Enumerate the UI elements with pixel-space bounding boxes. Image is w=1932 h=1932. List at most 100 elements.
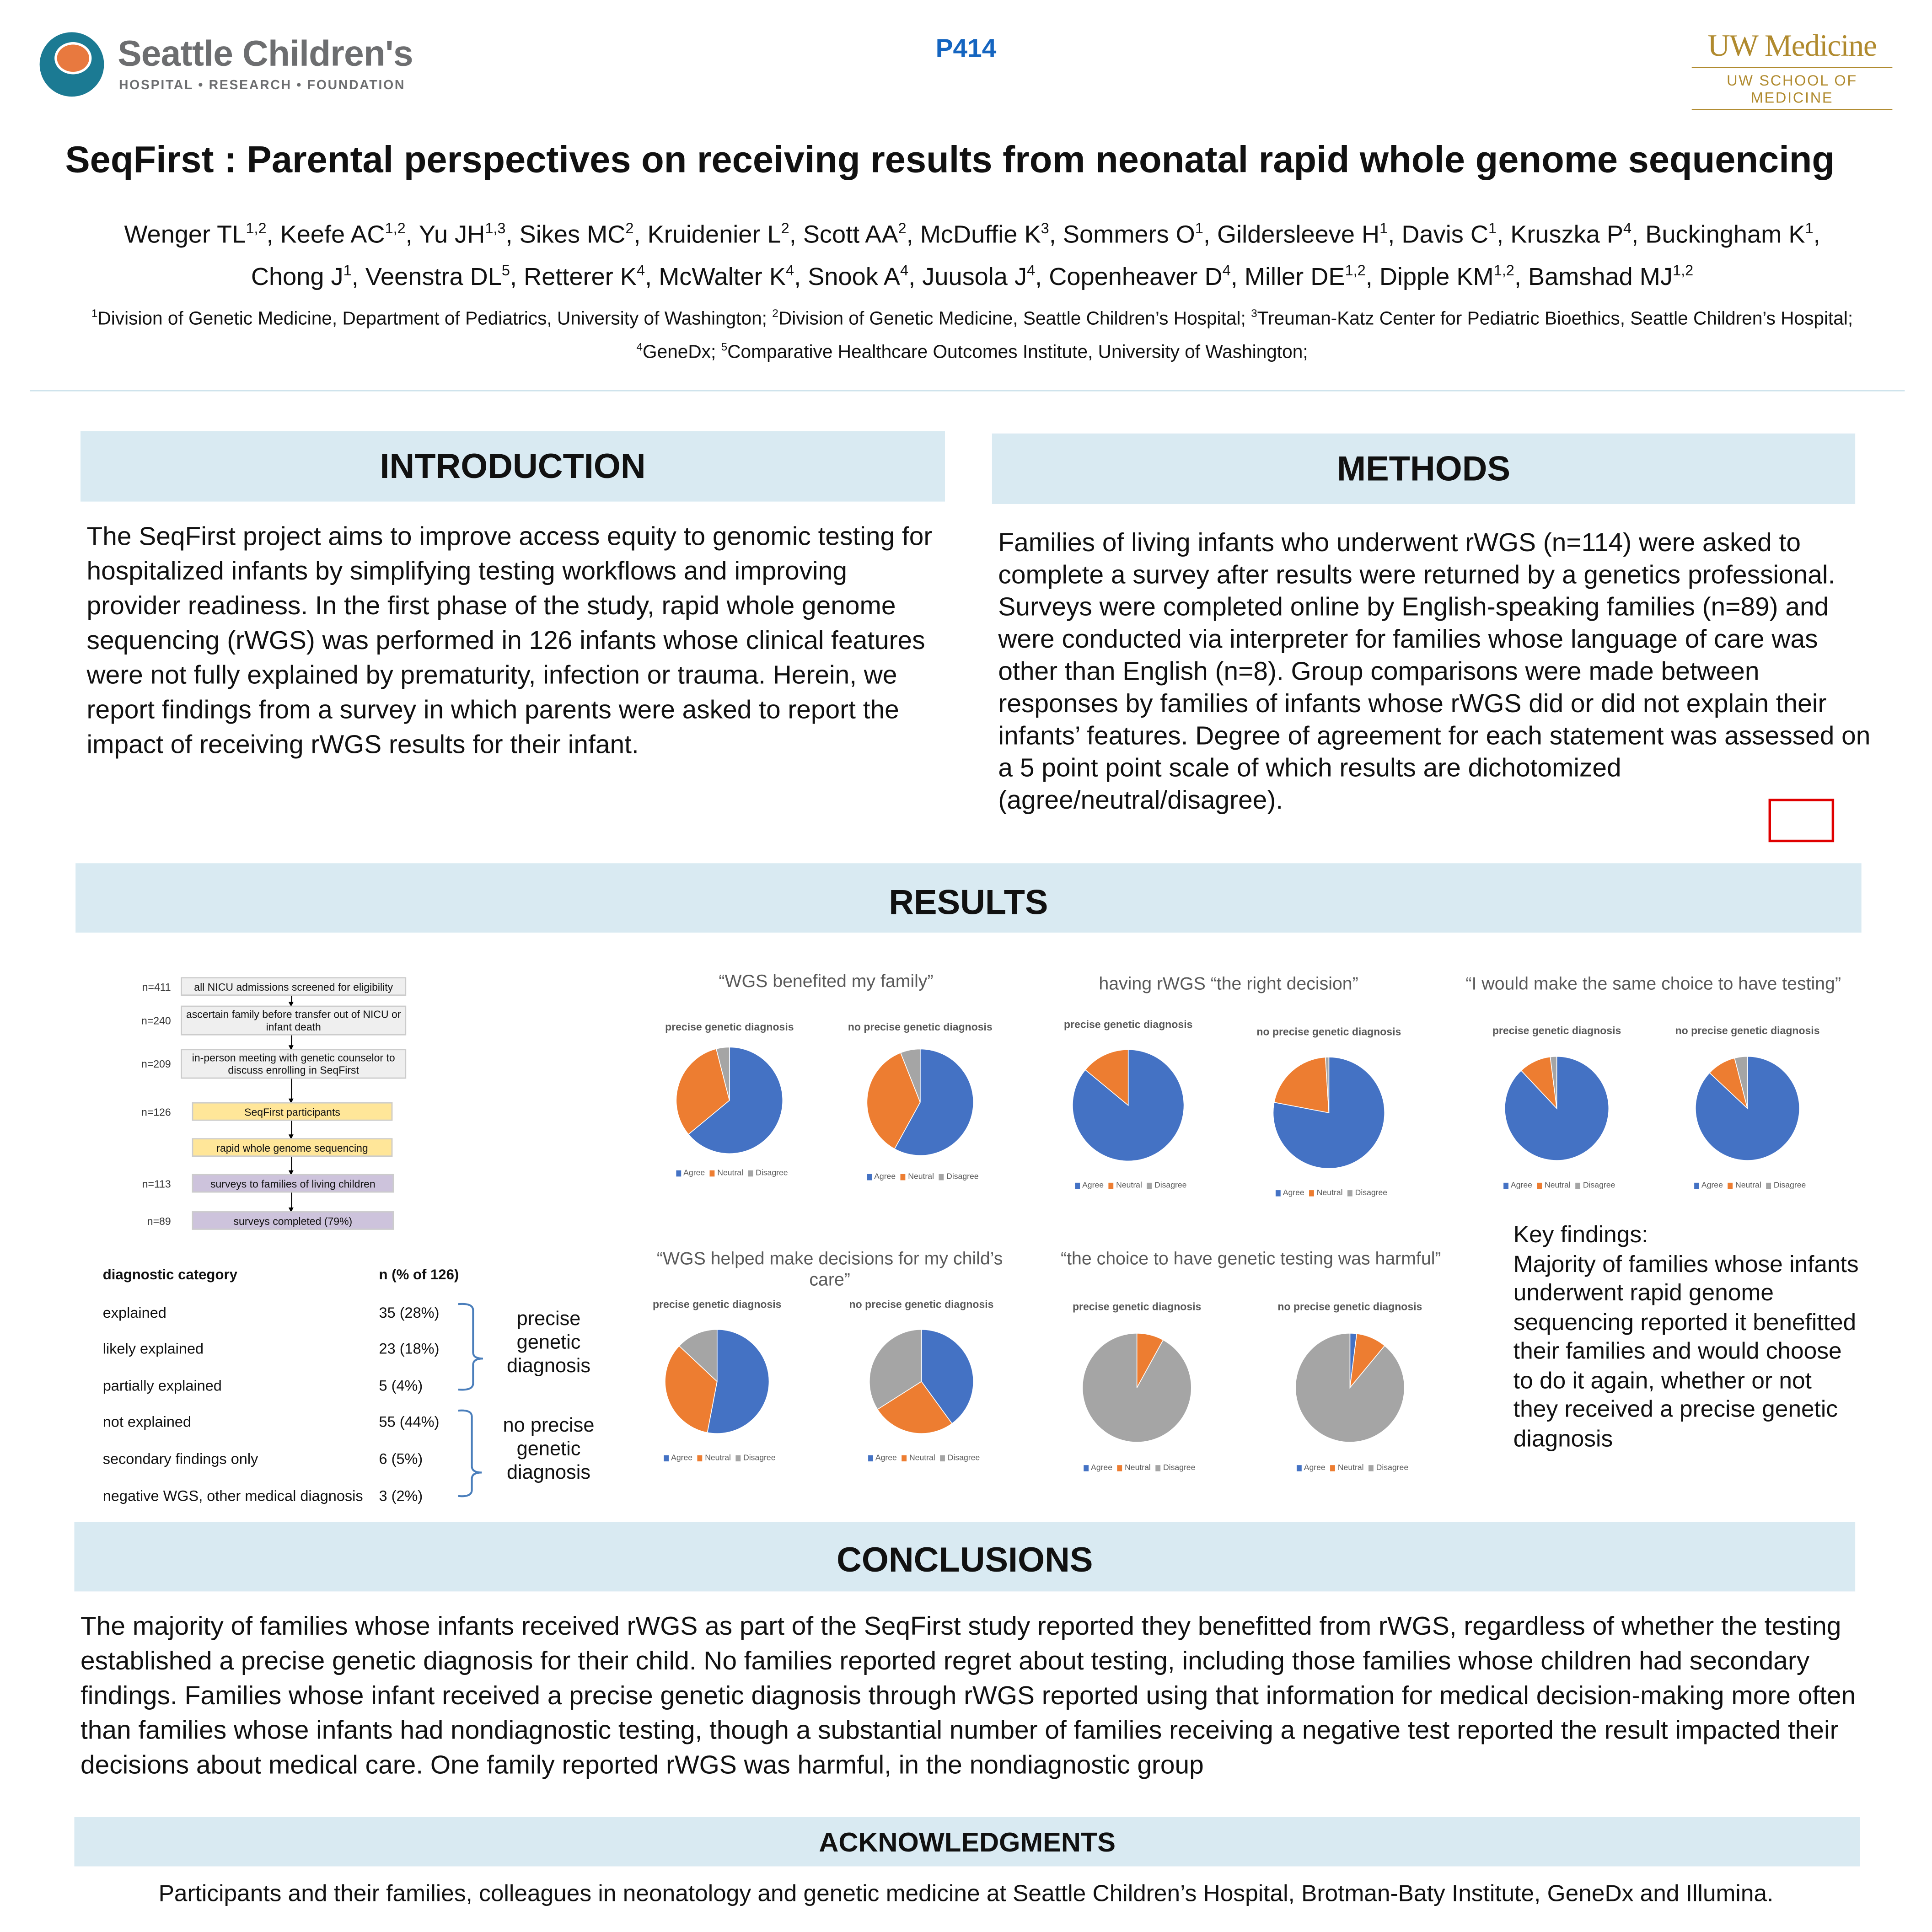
red-annotation-box [1768, 799, 1835, 843]
group-braces [458, 1303, 483, 1497]
pie-chart: no precise genetic diagnosis Agree Neutral… [1654, 1024, 1840, 1190]
flow-count: n=89 [147, 1214, 171, 1227]
acknowledgments-text: Participants and their families, colleag… [158, 1881, 1774, 1907]
pie-svg [1272, 1057, 1385, 1169]
pie-svg [1072, 1049, 1185, 1162]
logo-subtitle: HOSPITAL • RESEARCH • FOUNDATION [118, 78, 406, 93]
logo-name: Seattle Children's [118, 34, 413, 75]
pie-subtitle: precise genetic diagnosis [653, 1298, 782, 1310]
table-cell-count: 5 (4%) [379, 1377, 423, 1395]
chart-title: having rWGS “the right decision” [1099, 974, 1358, 995]
author-affiliation-number: 1,2 [1345, 262, 1366, 280]
legend-swatch [1368, 1465, 1374, 1471]
pie-legend: Agree Neutral Disagree [1257, 1464, 1443, 1473]
flow-step: in-person meeting with genetic counselor… [181, 1049, 407, 1079]
author: Dipple KM1,2, [1379, 262, 1528, 292]
author-affiliation-number: 2 [898, 219, 907, 237]
affiliation-text: GeneDx; [643, 342, 716, 363]
author: Veenstra DL5, [365, 262, 524, 292]
flow-count: n=240 [141, 1014, 171, 1027]
methods-text: Families of living infants who underwent… [998, 529, 1871, 815]
pie-slice-disagree [900, 1048, 921, 1103]
pie-subtitle: precise genetic diagnosis [1063, 1018, 1193, 1030]
pie-chart: precise genetic diagnosis Agree Neutral Dis… [624, 1298, 810, 1463]
pie-legend: Agree Neutral Disagree [827, 1173, 1013, 1181]
author-affiliation-number: 3 [1041, 219, 1049, 237]
arrow-down-icon [288, 1079, 294, 1104]
author-name: Sommers O [1063, 221, 1195, 249]
conclusions-heading: CONCLUSIONS [74, 1522, 1856, 1592]
flow-step: all NICU admissions screened for eligibi… [181, 977, 407, 996]
author-affiliation-number: 4 [636, 262, 645, 280]
affiliations: 1Division of Genetic Medicine, Departmen… [74, 300, 1870, 366]
table-cell-category: explained [102, 1304, 166, 1322]
legend-swatch [1575, 1182, 1581, 1189]
affiliation-text: Comparative Healthcare Outcomes Institut… [727, 342, 1308, 363]
author-name: Juusola J [922, 264, 1027, 292]
author-name: Dipple KM [1379, 264, 1494, 292]
pie-chart: precise genetic diagnosis Agree Neutral Dis… [1036, 1018, 1221, 1190]
flow-step: rapid whole genome sequencing [192, 1138, 393, 1157]
legend-label: Disagree [1773, 1181, 1806, 1191]
pie-legend: Agree Neutral Disagree [624, 1454, 810, 1463]
affiliation-text: Division of Genetic Medicine, Department… [97, 308, 767, 330]
enrollment-flowchart: n=411 all NICU admissions screened for el… [124, 972, 421, 1233]
acknowledgments-heading: ACKNOWLEDGMENTS [74, 1817, 1860, 1867]
author: Sommers O1, [1063, 219, 1217, 249]
author: Retterer K4, [524, 262, 659, 292]
poster-title: SeqFirst : Parental perspectives on rece… [65, 140, 1835, 181]
arrow-down-icon [288, 1156, 294, 1175]
diagnostic-category-table: diagnostic category n (% of 126) explain… [97, 1257, 477, 1527]
pie-svg [1082, 1333, 1192, 1443]
author: Bamshad MJ1,2 [1528, 262, 1694, 291]
author-affiliation-number: 5 [501, 262, 510, 280]
legend-swatch [1347, 1190, 1353, 1197]
affiliation: 5Comparative Healthcare Outcomes Institu… [721, 340, 1308, 363]
author-affiliation-number: 4 [1623, 219, 1632, 237]
legend-label: Disagree [1355, 1189, 1388, 1198]
author-affiliation-number: 4 [1027, 262, 1036, 280]
flow-step: surveys completed (79%) [192, 1211, 394, 1230]
author-affiliation-number: 4 [786, 262, 794, 280]
flow-step-label: surveys to families of living children [210, 1177, 376, 1190]
affiliation-number: 5 [721, 340, 728, 353]
pie-legend: Agree Neutral Disagree [828, 1454, 1014, 1463]
pie-legend: Agree Neutral Disagree [637, 1169, 822, 1178]
legend-label: Disagree [756, 1169, 788, 1178]
pie-slice-disagree [869, 1329, 922, 1410]
legend-label: Agree [1304, 1464, 1326, 1473]
logo-name: UW Medicine [1691, 30, 1893, 68]
flow-count: n=113 [142, 1177, 171, 1190]
divider [29, 390, 1905, 392]
legend-label: Disagree [1163, 1464, 1196, 1473]
author-name: Davis C [1401, 221, 1488, 249]
pie-slice-disagree [1325, 1057, 1330, 1113]
author: McDuffie K3, [920, 219, 1063, 249]
flow-step: ascertain family before transfer out of … [181, 1005, 407, 1036]
author: Copenheaver D4, [1049, 262, 1245, 292]
author-affiliation-number: 1 [343, 262, 352, 280]
author-name: McDuffie K [920, 221, 1041, 249]
legend-swatch [663, 1454, 669, 1461]
legend-swatch [868, 1454, 873, 1461]
author-name: Miller DE [1244, 264, 1345, 292]
legend-label: Neutral [1545, 1181, 1571, 1191]
pie-slice-neutral [866, 1052, 921, 1149]
legend-swatch [697, 1454, 703, 1461]
author-list: Wenger TL1,2, Keefe AC1,2, Yu JH1,3, Sik… [49, 210, 1894, 296]
flow-step: SeqFirst participants [192, 1102, 393, 1121]
legend-label: Neutral [1735, 1181, 1761, 1191]
legend-swatch [1766, 1182, 1771, 1189]
pie-slice-neutral [676, 1048, 730, 1135]
pie-subtitle: no precise genetic diagnosis [1256, 1025, 1401, 1038]
flow-step-label: in-person meeting with genetic counselor… [192, 1051, 395, 1076]
author-affiliation-number: 1,2 [1673, 262, 1694, 280]
introduction-text: The SeqFirst project aims to improve acc… [86, 522, 933, 759]
legend-label: Agree [1510, 1181, 1532, 1191]
pie-slice-disagree [1295, 1333, 1405, 1443]
pie-subtitle: precise genetic diagnosis [665, 1020, 794, 1033]
flow-step-label: surveys completed (79%) [233, 1214, 353, 1227]
legend-swatch [939, 1174, 944, 1180]
author: Gildersleeve H1, [1217, 219, 1402, 249]
